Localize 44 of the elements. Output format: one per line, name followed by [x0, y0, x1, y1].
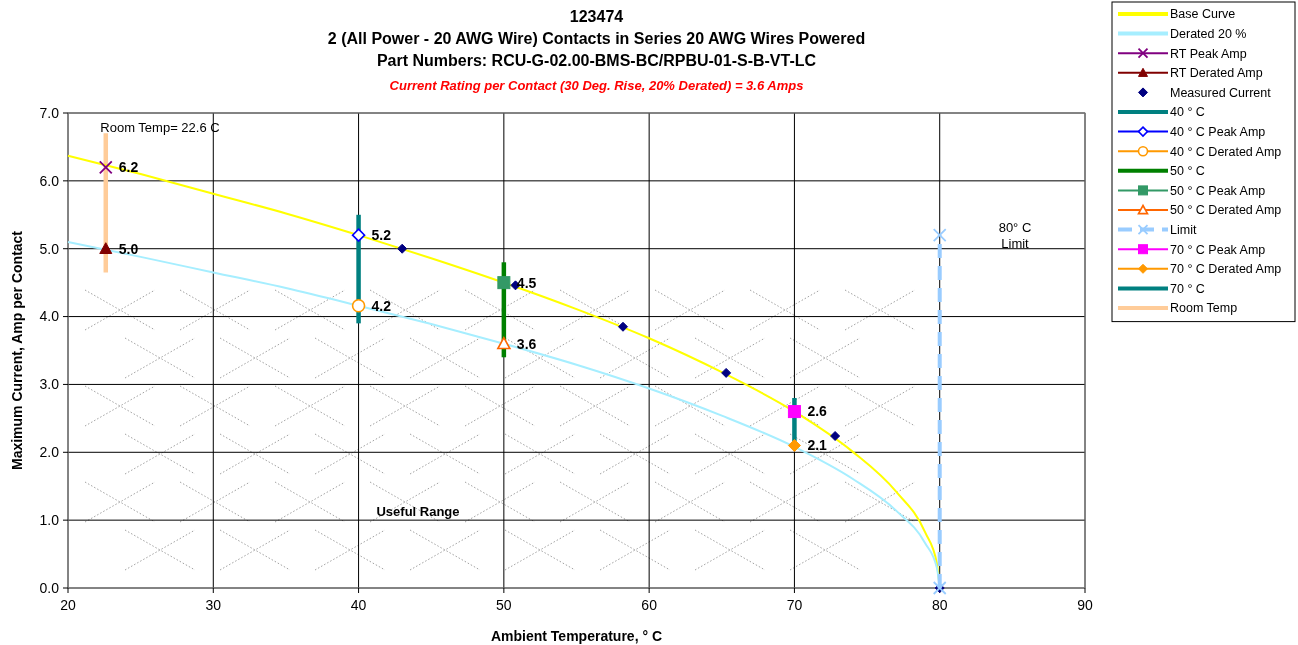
data-label: 2.6 — [807, 403, 828, 420]
y-tick-label: 7.0 — [39, 104, 60, 121]
legend-label: Measured Current — [1170, 85, 1272, 100]
y-tick-label: 4.0 — [39, 308, 60, 325]
data-label: 4.5 — [516, 274, 537, 291]
x-tick-label: 70 — [786, 597, 803, 613]
data-label: 5.2 — [371, 227, 392, 244]
data-label: 2.1 — [807, 437, 828, 454]
legend-label: 50 ° C Derated Amp — [1170, 203, 1282, 218]
y-tick-label: 2.0 — [39, 444, 60, 461]
data-label: 4.2 — [371, 297, 392, 314]
legend-label: 70 ° C Derated Amp — [1170, 262, 1282, 277]
annotation: 80° C Limit — [998, 220, 1032, 251]
y-tick-label: 0.0 — [39, 579, 60, 596]
chart-subtitle: Current Rating per Contact (30 Deg. Rise, 20% Derated) = 3.6 Amps — [389, 78, 804, 93]
x-tick-label: 50 — [496, 597, 512, 613]
legend-label: 70 ° C Peak Amp — [1170, 242, 1266, 257]
y-tick-label: 5.0 — [39, 240, 60, 257]
y-tick-label: 3.0 — [39, 376, 60, 393]
annotation: Useful Range — [376, 504, 460, 519]
y-tick-label: 1.0 — [39, 512, 60, 529]
x-axis-title: Ambient Temperature, ° C — [490, 628, 663, 644]
chart-title: 123474 2 (All Power - 20 AWG Wire) Contacts in Series 20 AWG Wires Powered Part Numbers: RCU-G-02.00-BMS-BC/RPBU-01-S-B-VT-LC — [327, 8, 866, 69]
legend-label: 70 ° C — [1170, 281, 1205, 296]
x-tick-label: 40 — [350, 597, 367, 613]
x-tick-label: 90 — [1077, 597, 1093, 613]
legend-label: 50 ° C Peak Amp — [1170, 183, 1266, 198]
data-label: 3.6 — [516, 335, 537, 352]
y-axis-title: Maximum Current, Amp per Contact — [9, 230, 25, 471]
legend-label: 50 ° C — [1170, 164, 1205, 179]
legend-label: 40 ° C — [1170, 105, 1205, 120]
x-tick-label: 60 — [641, 597, 658, 613]
legend-label: RT Derated Amp — [1170, 66, 1263, 81]
x-tick-label: 30 — [205, 597, 222, 613]
legend-label: Base Curve — [1170, 7, 1236, 22]
legend-label: 40 ° C Peak Amp — [1170, 124, 1266, 139]
legend-label: Room Temp — [1170, 301, 1238, 316]
y-tick-label: 6.0 — [39, 172, 60, 189]
legend-label: Derated 20 % — [1170, 26, 1247, 41]
legend-label: 40 ° C Derated Amp — [1170, 144, 1282, 159]
x-tick-label: 20 — [60, 597, 76, 613]
legend-label: Limit — [1170, 222, 1197, 237]
x-tick-label: 80 — [931, 597, 948, 613]
legend-label: RT Peak Amp — [1170, 46, 1247, 61]
